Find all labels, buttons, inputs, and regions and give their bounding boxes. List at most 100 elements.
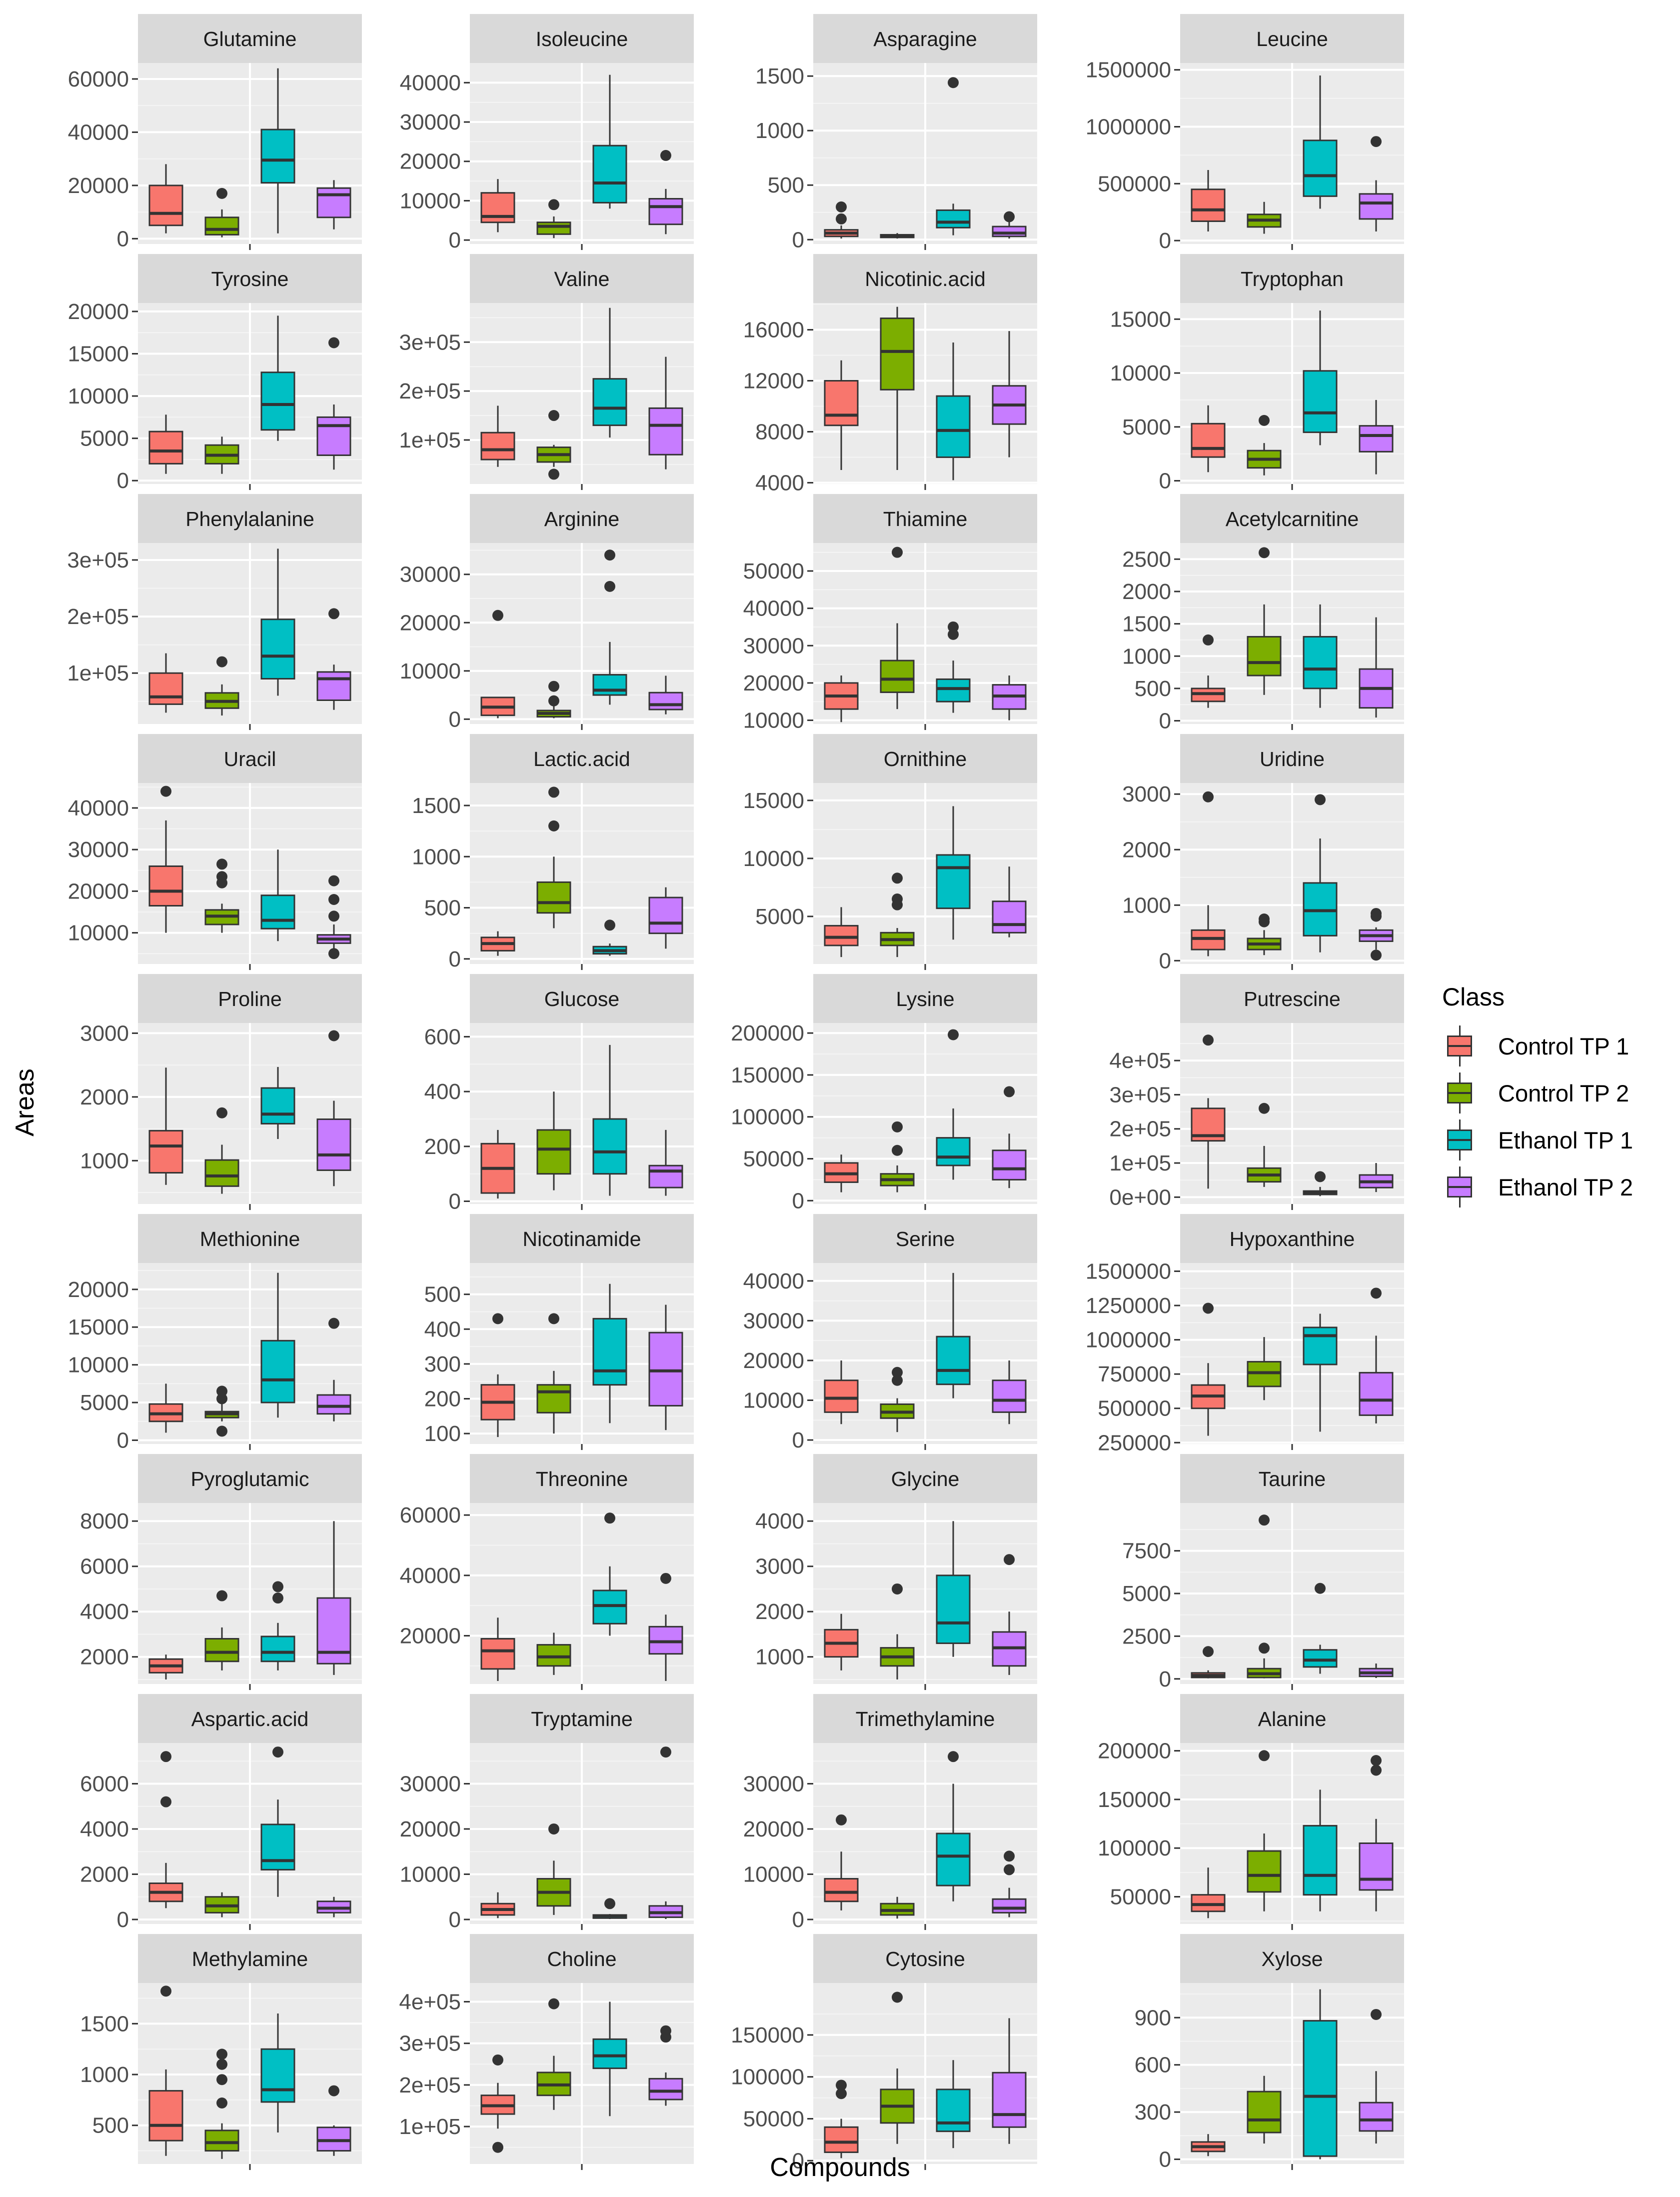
y-tick-label: 10000 [743, 1388, 804, 1412]
y-tick-label: 2000 [1122, 580, 1171, 604]
box-iqr [260, 894, 295, 930]
box-ethanol-tp-2 [992, 1360, 1027, 1424]
box-control-tp-1 [480, 610, 515, 718]
box-ethanol-tp-1 [936, 1751, 971, 1902]
y-tick-label: 100000 [731, 2065, 804, 2090]
outlier-point [892, 546, 903, 558]
facet-panel: Tryptophan 0 5000 10000 15000 [1110, 254, 1404, 494]
y-tick-label: 60000 [400, 1503, 461, 1528]
y-tick-label: 750000 [1098, 1362, 1171, 1386]
facet-title: Aspartic.acid [191, 1708, 309, 1730]
outlier-point [604, 920, 615, 931]
box-control-tp-1 [148, 1986, 183, 2156]
box-ethanol-tp-1 [260, 548, 295, 696]
outlier-point [160, 1986, 171, 1997]
box-iqr [936, 395, 971, 458]
box-iqr [992, 1380, 1027, 1413]
outlier-point [328, 894, 339, 906]
facet-title: Xylose [1261, 1948, 1323, 1970]
outlier-point [216, 1393, 227, 1404]
outlier-point [836, 201, 847, 212]
box-control-tp-2 [1247, 2076, 1282, 2144]
facet-panel: Nicotinic.acid 4000 8000 12000 16000 [743, 254, 1037, 495]
outlier-point [604, 580, 615, 592]
box-ethanol-tp-2 [648, 2025, 683, 2106]
outlier-point [604, 1898, 615, 1910]
outlier-point [272, 1746, 283, 1758]
y-tick-label: 4000 [80, 1600, 129, 1624]
box-ethanol-tp-1 [260, 850, 295, 942]
y-tick-label: 0e+00 [1109, 1185, 1171, 1210]
box-iqr [880, 318, 915, 390]
y-tick-label: 40000 [400, 1564, 461, 1588]
y-tick-label: 50000 [1110, 1885, 1171, 1910]
box-iqr [1359, 1842, 1394, 1891]
y-tick-label: 0 [792, 1908, 804, 1932]
y-tick-label: 100000 [1098, 1836, 1171, 1860]
box-control-tp-2 [536, 1823, 571, 1915]
facet-strip [1180, 1694, 1404, 1743]
box-ethanol-tp-1 [592, 1044, 627, 1196]
outlier-point [892, 894, 903, 905]
box-control-tp-1 [148, 786, 183, 933]
box-ethanol-tp-2 [1359, 1664, 1394, 1678]
box-control-tp-1 [1191, 1646, 1226, 1678]
y-tick-label: 300 [424, 1352, 461, 1376]
box-ethanol-tp-1 [1303, 1582, 1338, 1674]
y-tick-label: 40000 [400, 70, 461, 95]
y-tick-label: 200 [424, 1387, 461, 1412]
y-tick-label: 0 [117, 226, 129, 251]
facet-title: Alanine [1258, 1708, 1327, 1730]
y-tick-label: 20000 [743, 1348, 804, 1373]
y-tick-label: 6000 [80, 1554, 129, 1579]
facet-strip [138, 1454, 362, 1503]
y-tick-label: 0 [117, 468, 129, 493]
outlier-point [216, 1107, 227, 1118]
box-control-tp-1 [824, 907, 859, 958]
outlier-point [1259, 547, 1270, 558]
outlier-point [1371, 908, 1382, 919]
box-ethanol-tp-1 [260, 316, 295, 441]
y-tick-label: 1000000 [1086, 1328, 1171, 1352]
facet-panel: Ornithine 5000 10000 15000 [743, 734, 1037, 970]
y-tick-label: 1000 [755, 118, 804, 143]
y-tick-label: 20000 [68, 879, 129, 904]
y-tick-label: 30000 [68, 838, 129, 862]
y-tick-label: 0 [449, 228, 461, 252]
box-control-tp-2 [880, 1366, 915, 1432]
y-tick-label: 20000 [400, 1817, 461, 1842]
y-tick-label: 15000 [68, 342, 129, 366]
facet-strip [1180, 14, 1404, 63]
box-control-tp-2 [204, 1107, 239, 1194]
box-control-tp-2 [536, 199, 571, 238]
outlier-point [328, 1318, 339, 1329]
box-iqr [592, 2038, 627, 2070]
y-tick-label: 40000 [68, 796, 129, 820]
outlier-point [1371, 1755, 1382, 1766]
y-tick-label: 400 [424, 1317, 461, 1342]
facet-strip [813, 974, 1037, 1023]
box-ethanol-tp-2 [648, 1572, 683, 1681]
box-iqr [1303, 370, 1338, 434]
box-control-tp-2 [1247, 547, 1282, 695]
box-ethanol-tp-1 [260, 1581, 295, 1670]
box-control-tp-2 [204, 1590, 239, 1670]
box-iqr [648, 1332, 683, 1406]
outlier-point [216, 188, 227, 199]
box-control-tp-1 [1191, 2134, 1226, 2156]
outlier-point [328, 875, 339, 886]
y-tick-label: 3000 [80, 1021, 129, 1046]
box-ethanol-tp-1 [1303, 1171, 1338, 1196]
box-control-tp-2 [204, 2048, 239, 2159]
box-control-tp-2 [1247, 1102, 1282, 1187]
legend-entry: Ethanol TP 1 [1442, 1116, 1633, 1164]
box-iqr [260, 618, 295, 680]
box-control-tp-1 [824, 1154, 859, 1192]
box-control-tp-2 [536, 786, 571, 928]
box-iqr [1191, 188, 1226, 222]
outlier-point [328, 608, 339, 620]
facet-strip [470, 1454, 694, 1503]
box-control-tp-1 [1191, 791, 1226, 956]
facet-panel: Trimethylamine 0 10000 20000 30000 [743, 1694, 1037, 1932]
